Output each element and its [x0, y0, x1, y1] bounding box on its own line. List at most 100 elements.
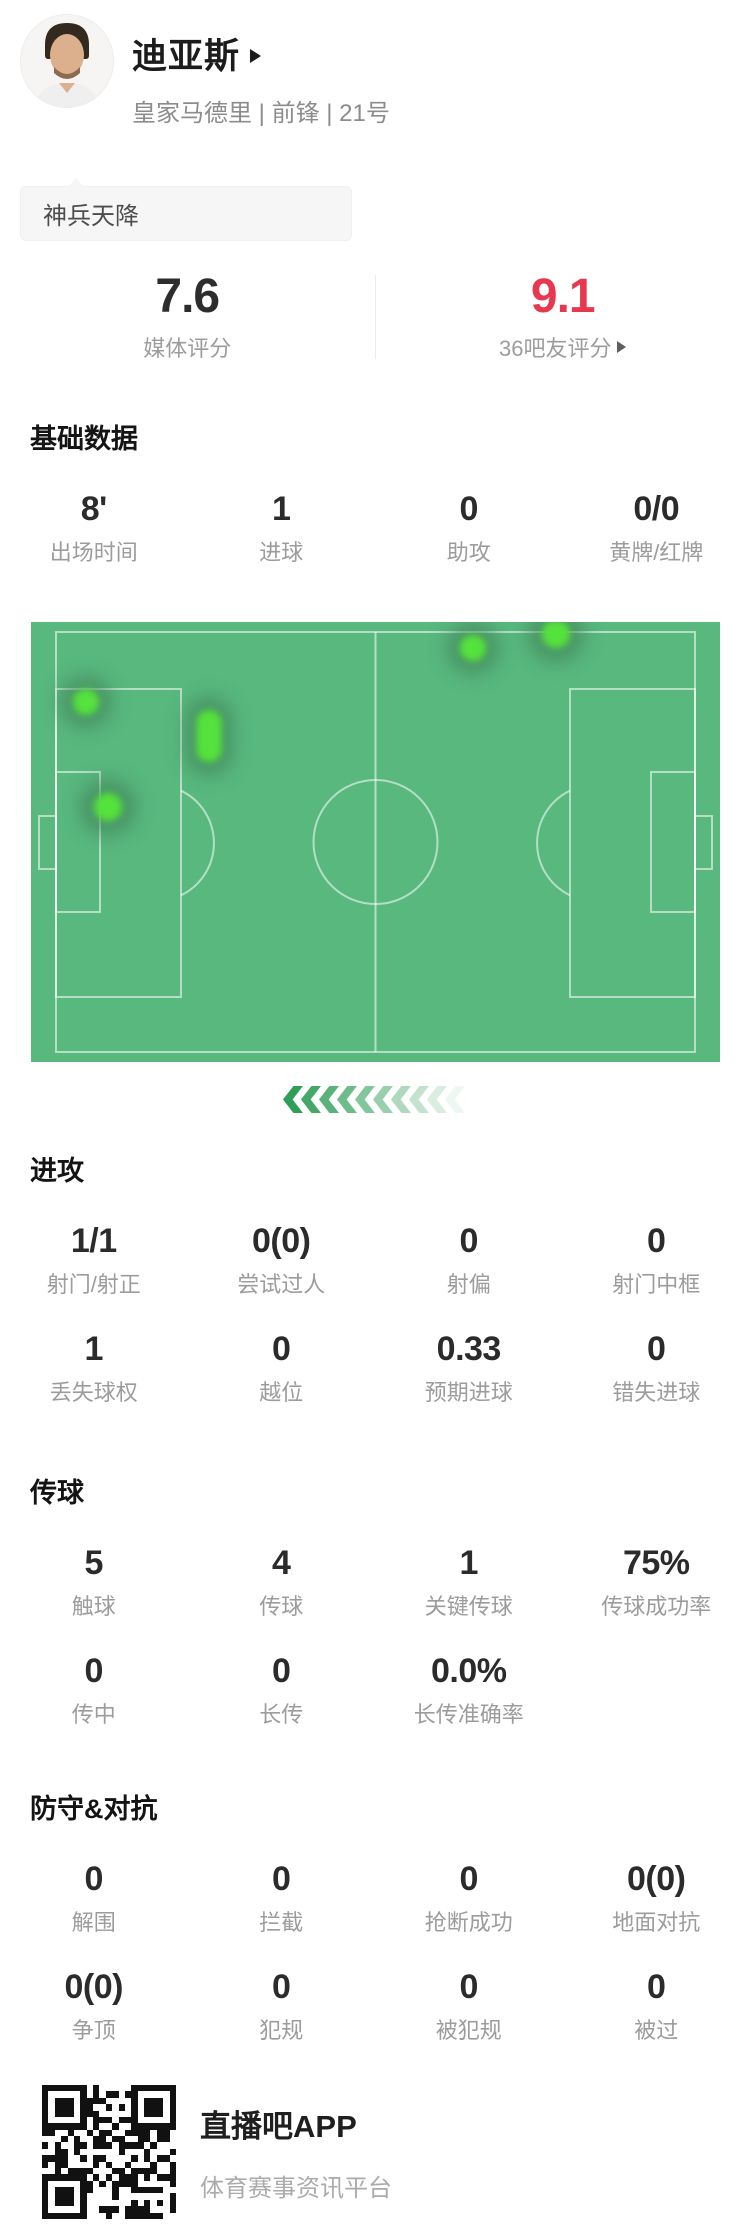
team-position-number: 皇家马德里 | 前锋 | 21号: [132, 93, 390, 128]
stat-value: 0: [0, 1862, 188, 1896]
footer: 直播吧APP 体育赛事资讯平台: [42, 2085, 750, 2233]
app-tagline: 体育赛事资讯平台: [200, 2168, 392, 2203]
stat-cell-传中: 0 传中: [0, 1654, 188, 1729]
stat-cell-争顶: 0(0)争顶: [0, 1970, 188, 2045]
header: 迪亚斯 皇家马德里 | 前锋 | 21号: [0, 0, 750, 128]
stat-label: 长传准确率: [375, 1697, 563, 1729]
stat-label: 犯规: [188, 2013, 376, 2045]
stat-value: 0(0): [188, 1224, 376, 1258]
header-text: 迪亚斯 皇家马德里 | 前锋 | 21号: [132, 14, 390, 128]
stat-value: 0.0%: [375, 1654, 563, 1688]
chevron-right-icon: [617, 341, 626, 353]
media-rating-label: 媒体评分: [143, 331, 231, 363]
section-title-passing: 传球: [0, 1471, 750, 1510]
section-title-defense: 防守&对抗: [0, 1787, 750, 1826]
stat-label: 尝试过人: [188, 1267, 376, 1299]
stat-cell-地面对抗: 0(0) 地面对抗: [563, 1862, 750, 1937]
stat-value: 1/1: [0, 1224, 188, 1258]
stat-cell-尝试过人: 0(0) 尝试过人: [188, 1224, 376, 1299]
stat-value: 0: [188, 1970, 376, 2004]
stat-value: 0/0: [563, 492, 750, 526]
stat-value: 8': [0, 492, 188, 526]
heatmap-pitch: [31, 622, 720, 1062]
stat-value: 0: [188, 1654, 376, 1688]
stat-label: 出场时间: [0, 535, 188, 567]
stat-label: 黄牌/红牌: [563, 535, 750, 567]
fans-rating-label[interactable]: 36吧友评分: [499, 331, 626, 363]
stat-cell-被过: 0 被过: [563, 1970, 750, 2045]
stat-value: 5: [0, 1546, 188, 1580]
stat-value: 0: [375, 1970, 563, 2004]
stat-cell-射门中框: 0 射门中框: [563, 1224, 750, 1299]
stat-label: 长传: [188, 1697, 376, 1729]
stat-value: 0: [188, 1862, 376, 1896]
stat-value: 0: [563, 1332, 750, 1366]
footer-text: 直播吧APP 体育赛事资讯平台: [200, 2085, 392, 2203]
stat-value: 0: [375, 1224, 563, 1258]
stat-value: 0: [375, 492, 563, 526]
stat-label: 传中: [0, 1697, 188, 1729]
stat-value: 0.33: [375, 1332, 563, 1366]
stat-label: 被过: [563, 2013, 750, 2045]
chevron-left-icon: [355, 1086, 375, 1113]
app-name: 直播吧APP: [200, 2101, 392, 2146]
stat-cell-预期进球: 0.33 预期进球: [375, 1332, 563, 1407]
stat-label: 射门中框: [563, 1267, 750, 1299]
stat-label: 地面对抗: [563, 1905, 750, 1937]
stat-value: 0: [0, 1654, 188, 1688]
chevron-left-icon: [373, 1086, 393, 1113]
stat-value: 1: [188, 492, 376, 526]
stat-cell-犯规: 0 犯规: [188, 1970, 376, 2045]
chevron-left-icon: [319, 1086, 339, 1113]
stat-value: 1: [375, 1546, 563, 1580]
chevron-left-icon: [445, 1086, 465, 1113]
ratings-row: 7.6 媒体评分 9.1 36吧友评分: [0, 271, 750, 363]
stat-value: 75%: [563, 1546, 750, 1580]
stat-label: 传球: [188, 1589, 376, 1621]
momentum-chevrons-left: [0, 1086, 750, 1113]
honor-badge: 神兵天降: [20, 186, 352, 241]
section-title-attack: 进攻: [0, 1149, 750, 1188]
stat-label: 进球: [188, 535, 376, 567]
stat-value: 0: [563, 1970, 750, 2004]
avatar[interactable]: [20, 14, 114, 108]
player-photo: [21, 15, 113, 107]
chevron-left-icon: [391, 1086, 411, 1113]
stat-cell-传球成功率: 75%传球成功率: [563, 1546, 750, 1621]
stat-label: 预期进球: [375, 1375, 563, 1407]
stat-value: 1: [0, 1332, 188, 1366]
stat-cell-进球: 1 进球: [188, 492, 376, 567]
media-rating: 7.6 媒体评分: [0, 271, 375, 363]
chevron-left-icon: [427, 1086, 447, 1113]
stat-value: 0(0): [563, 1862, 750, 1896]
stat-cell-长传准确率: 0.0% 长传准确率: [375, 1654, 563, 1729]
stat-value: 0: [563, 1224, 750, 1258]
stat-label: 拦截: [188, 1905, 376, 1937]
stat-cell-出场时间: 8' 出场时间: [0, 492, 188, 567]
stat-label: 助攻: [375, 535, 563, 567]
chevron-left-icon: [337, 1086, 357, 1113]
fans-rating[interactable]: 9.1 36吧友评分: [376, 271, 750, 363]
stat-value: 4: [188, 1546, 376, 1580]
stat-cell-黄牌/红牌: 0/0 黄牌/红牌: [563, 492, 750, 567]
stat-cell-助攻: 0 助攻: [375, 492, 563, 567]
player-name-row[interactable]: 迪亚斯: [132, 28, 390, 79]
stat-value: 0: [188, 1332, 376, 1366]
stat-label: 争顶: [0, 2013, 188, 2045]
stat-label: 关键传球: [375, 1589, 563, 1621]
qr-code: [42, 2085, 176, 2219]
stat-label: 抢断成功: [375, 1905, 563, 1937]
chevron-left-icon: [283, 1086, 303, 1113]
